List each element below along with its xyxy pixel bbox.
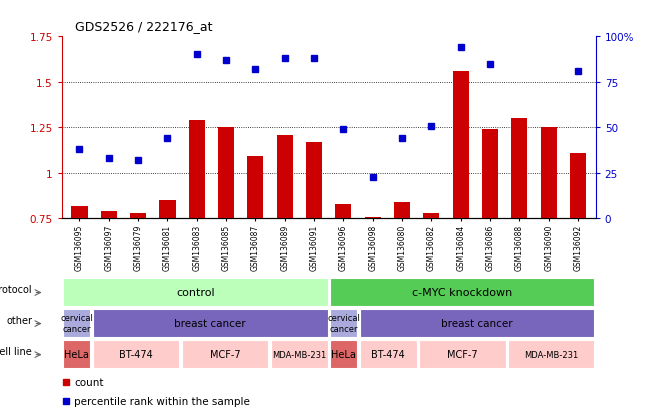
Bar [306,142,322,219]
Text: BT-474: BT-474 [371,349,405,359]
Bar [271,340,327,368]
Bar [541,128,557,219]
Text: HeLa: HeLa [331,349,356,359]
Bar [63,278,327,306]
Bar [330,309,357,337]
Bar [419,340,506,368]
Bar [92,340,179,368]
Bar [330,278,594,306]
Bar [247,157,264,219]
Bar [394,202,410,219]
Text: cell line: cell line [0,346,32,356]
Bar [359,309,594,337]
Bar [130,214,146,219]
Bar [63,309,90,337]
Text: MDA-MB-231: MDA-MB-231 [272,350,326,358]
Text: count: count [74,377,104,387]
Text: c-MYC knockdown: c-MYC knockdown [412,287,512,297]
Text: cervical
cancer: cervical cancer [61,313,93,333]
Bar [482,130,498,219]
Text: MCF-7: MCF-7 [447,349,478,359]
Bar [277,135,293,219]
Bar [182,340,268,368]
Bar [330,340,357,368]
Bar [423,214,439,219]
Text: breast cancer: breast cancer [174,318,246,328]
Bar [452,72,469,219]
Text: MCF-7: MCF-7 [210,349,240,359]
Bar [189,121,205,219]
Text: breast cancer: breast cancer [441,318,513,328]
Bar [101,211,117,219]
Bar [92,309,327,337]
Text: other: other [6,315,32,325]
Text: protocol: protocol [0,284,32,294]
Bar [359,340,417,368]
Text: control: control [176,287,215,297]
Bar [72,206,87,219]
Text: cervical
cancer: cervical cancer [327,313,360,333]
Bar [508,340,594,368]
Bar [63,340,90,368]
Bar [159,201,176,219]
Text: BT-474: BT-474 [119,349,153,359]
Text: MDA-MB-231: MDA-MB-231 [524,350,578,358]
Bar [511,119,527,219]
Bar [218,128,234,219]
Text: GDS2526 / 222176_at: GDS2526 / 222176_at [75,20,212,33]
Bar [570,154,586,219]
Text: HeLa: HeLa [64,349,89,359]
Bar [365,217,381,219]
Text: percentile rank within the sample: percentile rank within the sample [74,396,250,406]
Bar [335,204,352,219]
